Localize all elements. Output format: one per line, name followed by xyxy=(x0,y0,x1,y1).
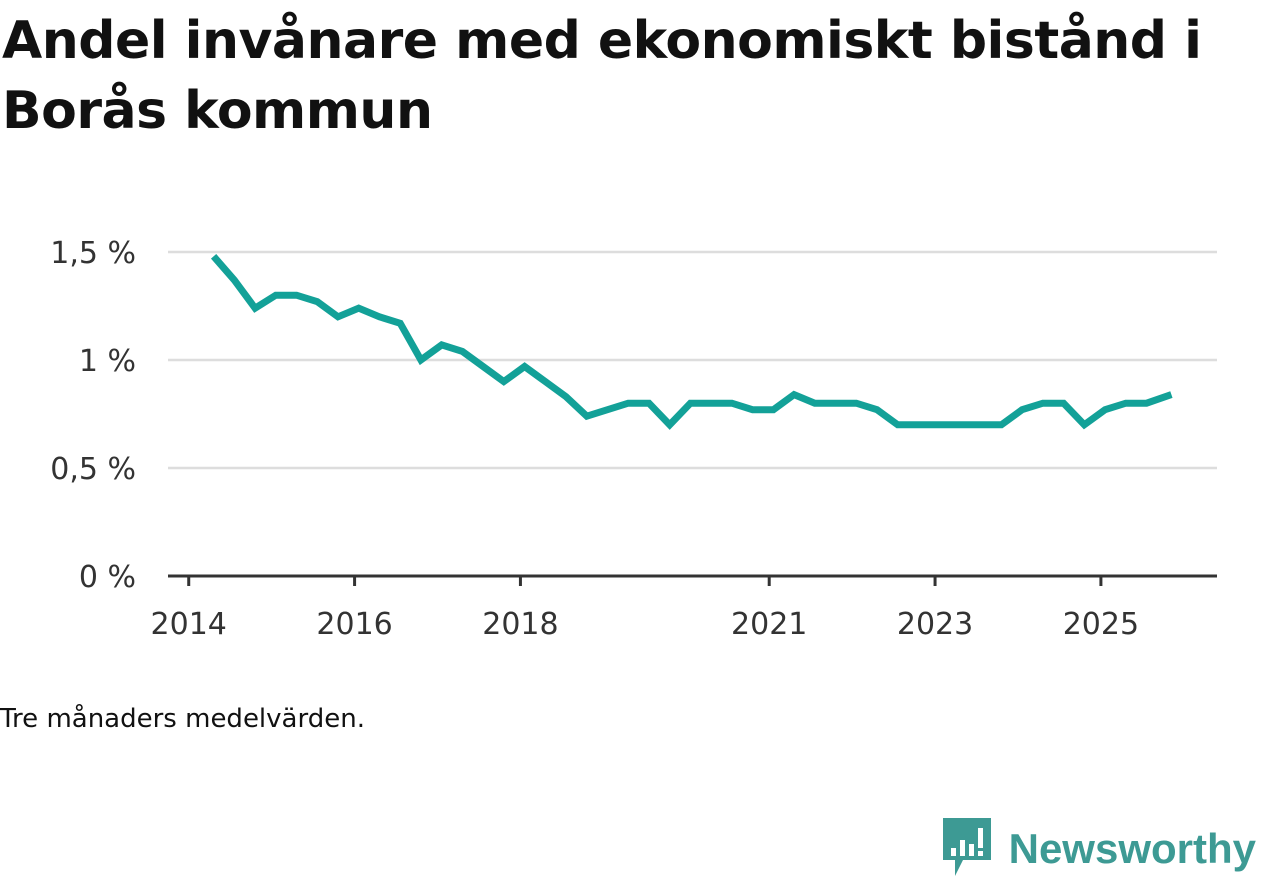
data-point xyxy=(894,421,901,428)
line-chart: 0 % 0,5 % 1 % 1,5 % 2014 2016 2018 2021 2023 202… xyxy=(50,236,1217,642)
data-point xyxy=(314,298,321,305)
data-point xyxy=(1168,391,1175,398)
data-point xyxy=(915,421,922,428)
y-tick-label: 1,5 % xyxy=(50,236,136,271)
data-point xyxy=(583,413,590,420)
data-point xyxy=(1019,406,1026,413)
data-point xyxy=(791,391,798,398)
data-point xyxy=(1081,421,1088,428)
data-point xyxy=(645,400,652,407)
data-point xyxy=(1102,406,1109,413)
data-point xyxy=(708,400,715,407)
data-point xyxy=(853,400,860,407)
data-point xyxy=(500,378,507,385)
gridlines xyxy=(168,250,1217,470)
y-axis-tick-labels: 0 % 0,5 % 1 % 1,5 % xyxy=(50,236,136,595)
data-point xyxy=(438,341,445,348)
data-point xyxy=(1143,400,1150,407)
data-point xyxy=(936,421,943,428)
data-point xyxy=(397,320,404,327)
series-line xyxy=(210,254,1173,430)
chart-title: Andel invånare med ekonomiskt bistånd i … xyxy=(2,11,1202,141)
data-point xyxy=(728,400,735,407)
x-tick-label: 2023 xyxy=(897,607,973,642)
x-tick-label: 2021 xyxy=(731,607,807,642)
data-point xyxy=(625,400,632,407)
y-tick-label: 0 % xyxy=(79,560,136,595)
newsworthy-logo-icon xyxy=(942,818,991,876)
x-tick-label: 2025 xyxy=(1063,607,1139,642)
data-point xyxy=(521,363,528,370)
data-point xyxy=(417,357,424,364)
data-point xyxy=(355,305,362,312)
data-point xyxy=(231,277,238,284)
data-point xyxy=(977,421,984,428)
data-point xyxy=(210,253,217,260)
data-point xyxy=(480,363,487,370)
data-point xyxy=(956,421,963,428)
x-tick-label: 2018 xyxy=(482,607,558,642)
y-tick-label: 1 % xyxy=(79,344,136,379)
x-tick-label: 2016 xyxy=(316,607,392,642)
data-point xyxy=(376,313,383,320)
data-point xyxy=(293,292,300,299)
data-point xyxy=(1122,400,1129,407)
data-point xyxy=(998,421,1005,428)
brand-name: Newsworthy xyxy=(1008,825,1256,872)
data-point xyxy=(770,406,777,413)
data-point xyxy=(832,400,839,407)
data-point xyxy=(1039,400,1046,407)
data-point xyxy=(252,305,259,312)
series-layer xyxy=(210,253,1175,430)
data-point xyxy=(811,400,818,407)
data-point xyxy=(542,378,549,385)
data-point xyxy=(459,348,466,355)
data-point xyxy=(749,406,756,413)
brand-logo-group[interactable]: Newsworthy xyxy=(942,818,1256,880)
x-axis-ticks: 2014 2016 2018 2021 2023 2025 xyxy=(151,576,1139,642)
data-point xyxy=(334,313,341,320)
data-point xyxy=(272,292,279,299)
data-point xyxy=(604,406,611,413)
x-tick-label: 2014 xyxy=(151,607,227,642)
chart-note: Tre månaders medelvärden. xyxy=(0,704,365,734)
data-point xyxy=(1060,400,1067,407)
data-point xyxy=(687,400,694,407)
data-point xyxy=(666,421,673,428)
data-point xyxy=(874,406,881,413)
data-point xyxy=(563,393,570,400)
y-tick-label: 0,5 % xyxy=(50,452,136,487)
